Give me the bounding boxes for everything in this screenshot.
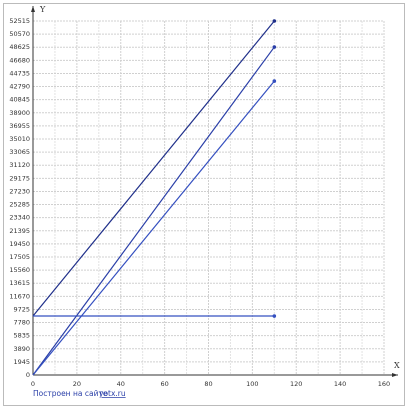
point bbox=[272, 45, 277, 49]
y-tick-label: 29175 bbox=[9, 174, 30, 182]
point bbox=[272, 19, 277, 23]
y-tick-label: 3890 bbox=[13, 345, 30, 353]
y-tick-label: 48625 bbox=[9, 43, 30, 51]
line bbox=[32, 46, 275, 376]
footer-link[interactable]: yotx.ru bbox=[99, 389, 126, 398]
y-tick-label: 0 bbox=[26, 371, 30, 379]
y-tick-label: 11670 bbox=[9, 292, 30, 300]
y-tick-label: 36955 bbox=[9, 122, 30, 130]
point bbox=[272, 314, 277, 318]
x-tick-label: 120 bbox=[290, 380, 302, 388]
x-axis-arrow bbox=[392, 373, 398, 377]
y-tick-label: 19450 bbox=[9, 240, 30, 248]
y-tick-label: 25285 bbox=[9, 201, 30, 209]
y-tick-label: 7780 bbox=[13, 319, 30, 327]
y-tick-label: 46680 bbox=[9, 56, 30, 64]
y-tick-label: 42790 bbox=[9, 83, 30, 91]
line bbox=[32, 20, 275, 317]
y-tick-label: 1945 bbox=[13, 358, 30, 366]
line bbox=[32, 80, 275, 376]
x-tick-label: 160 bbox=[378, 380, 390, 388]
y-tick-label: 17505 bbox=[9, 253, 30, 261]
y-axis-label: Y bbox=[39, 5, 46, 14]
y-tick-label: 50570 bbox=[9, 30, 30, 38]
x-tick-label: 60 bbox=[160, 380, 168, 388]
x-tick-label: 20 bbox=[73, 380, 81, 388]
y-tick-label: 21395 bbox=[9, 227, 30, 235]
y-tick-label: 40845 bbox=[9, 96, 30, 104]
y-axis-arrow bbox=[31, 6, 35, 12]
x-axis-label: X bbox=[394, 361, 400, 370]
y-tick-label: 33065 bbox=[9, 148, 30, 156]
y-tick-label: 38900 bbox=[9, 109, 30, 117]
x-tick-label: 100 bbox=[246, 380, 258, 388]
y-tick-label: 52515 bbox=[9, 17, 30, 25]
y-tick-label: 44735 bbox=[9, 69, 30, 77]
x-tick-label: 0 bbox=[31, 380, 35, 388]
x-tick-label: 80 bbox=[204, 380, 212, 388]
y-tick-label: 13615 bbox=[9, 279, 30, 287]
footer-text: Построен на сайте bbox=[33, 389, 108, 398]
y-tick-label: 5835 bbox=[13, 332, 30, 340]
x-tick-label: 40 bbox=[117, 380, 125, 388]
y-tick-label: 15560 bbox=[9, 266, 30, 274]
x-tick-label: 140 bbox=[334, 380, 346, 388]
point bbox=[272, 79, 277, 83]
y-tick-label: 27230 bbox=[9, 187, 30, 195]
y-tick-label: 35010 bbox=[9, 135, 30, 143]
y-tick-label: 23340 bbox=[9, 214, 30, 222]
y-tick-label: 9725 bbox=[13, 305, 30, 313]
y-tick-label: 31120 bbox=[9, 161, 30, 169]
